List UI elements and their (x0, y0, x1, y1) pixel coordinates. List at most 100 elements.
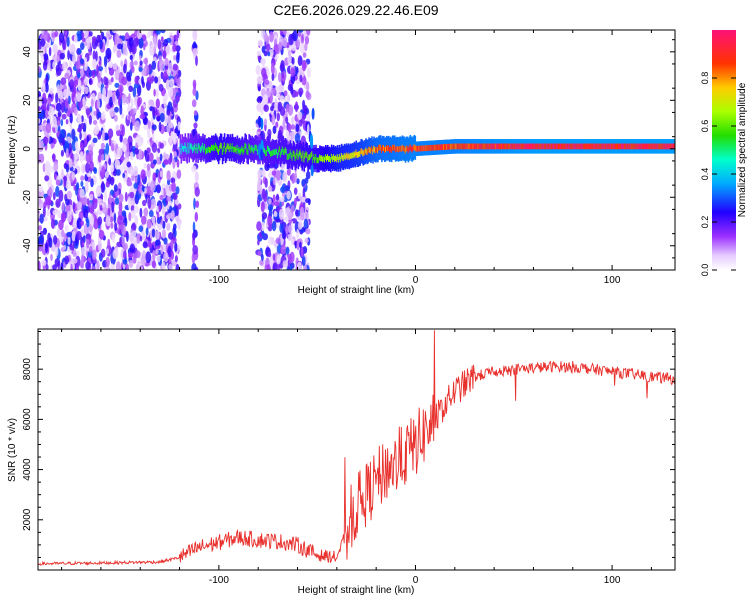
noise-speckle (151, 142, 158, 153)
snr-y-tick-label: 6000 (22, 408, 33, 431)
noise-speckle (128, 141, 133, 153)
signal-core (662, 143, 664, 150)
snr-frame (37, 328, 676, 571)
noise-speckle (61, 229, 65, 238)
signal-core (179, 143, 182, 150)
noise-speckle (139, 235, 143, 242)
noise-speckle (152, 249, 156, 261)
noise-speckle (264, 79, 270, 86)
noise-speckle (261, 212, 268, 220)
signal-core (310, 152, 312, 159)
signal-core (574, 143, 577, 150)
noise-speckle (84, 86, 89, 95)
signal-core (226, 143, 229, 150)
noise-speckle (135, 264, 139, 270)
noise-speckle (96, 198, 102, 204)
noise-speckle (69, 79, 75, 88)
noise-speckle (97, 111, 102, 119)
noise-speckle (73, 33, 78, 44)
signal-core (520, 143, 523, 150)
noise-speckle (114, 69, 120, 81)
noise-speckle (97, 65, 104, 72)
signal-core (342, 155, 345, 161)
noise-speckle (296, 178, 300, 185)
signal-core (653, 143, 655, 150)
noise-speckle (168, 263, 173, 270)
signal-core (666, 143, 668, 150)
noise-speckle (48, 46, 52, 57)
noise-speckle (53, 235, 58, 245)
noise-speckle (142, 199, 147, 207)
noise-speckle (257, 96, 263, 101)
noise-speckle (122, 159, 128, 171)
signal-core (445, 144, 447, 150)
noise-speckle (119, 86, 123, 98)
signal-core (617, 143, 619, 150)
signal-core (405, 145, 408, 152)
noise-speckle (38, 139, 42, 150)
noise-speckle (81, 84, 85, 93)
signal-burst (310, 133, 313, 146)
noise-speckle (145, 251, 152, 264)
noise-speckle (271, 113, 276, 126)
signal-core (403, 145, 406, 152)
signal-core (554, 143, 556, 150)
signal-core (391, 144, 394, 151)
noise-speckle (113, 212, 117, 224)
noise-speckle (38, 124, 42, 131)
noise-speckle (301, 59, 307, 72)
signal-core (539, 143, 541, 150)
noise-speckle (261, 231, 265, 237)
noise-speckle (286, 135, 292, 142)
noise-speckle (50, 142, 54, 149)
noise-speckle (137, 97, 141, 108)
noise-speckle (192, 232, 196, 241)
noise-speckle (137, 139, 143, 147)
signal-core (592, 143, 594, 150)
signal-core (337, 156, 340, 163)
noise-speckle (154, 76, 159, 84)
noise-speckle (279, 63, 285, 72)
noise-speckle (38, 66, 41, 73)
signal-core (471, 143, 474, 150)
noise-speckle (110, 111, 116, 117)
signal-core (449, 143, 452, 150)
noise-speckle (69, 158, 73, 168)
signal-core (423, 145, 425, 152)
signal-core (246, 148, 248, 155)
signal-core (307, 156, 309, 163)
signal-core (456, 143, 459, 150)
noise-speckle (159, 194, 164, 201)
noise-speckle (176, 78, 181, 87)
noise-speckle (267, 51, 271, 57)
signal-core (660, 143, 662, 150)
noise-speckle (153, 88, 156, 97)
noise-speckle (63, 162, 68, 169)
noise-speckle (159, 142, 164, 149)
noise-speckle (67, 49, 70, 61)
colorbar-tick-label: 0.8 (700, 72, 710, 85)
signal-core (245, 143, 247, 150)
noise-speckle (256, 104, 261, 111)
signal-core (432, 144, 434, 151)
noise-speckle (115, 124, 120, 131)
noise-speckle (124, 217, 128, 227)
signal-core (350, 153, 353, 159)
noise-speckle (278, 83, 284, 93)
noise-speckle (174, 75, 178, 83)
signal-core (415, 145, 418, 152)
noise-speckle (48, 237, 53, 248)
signal-core (327, 154, 329, 160)
signal-core (267, 145, 269, 152)
noise-speckle (155, 88, 159, 98)
signal-core (665, 143, 667, 150)
noise-speckle (129, 54, 133, 61)
figure-title: C2E6.2026.029.22.46.E09 (273, 2, 438, 18)
noise-speckle (256, 221, 262, 232)
noise-speckle (273, 211, 278, 218)
signal-core (183, 146, 186, 152)
signal-core (388, 147, 391, 153)
noise-speckle (295, 209, 299, 217)
signal-core (321, 155, 323, 162)
